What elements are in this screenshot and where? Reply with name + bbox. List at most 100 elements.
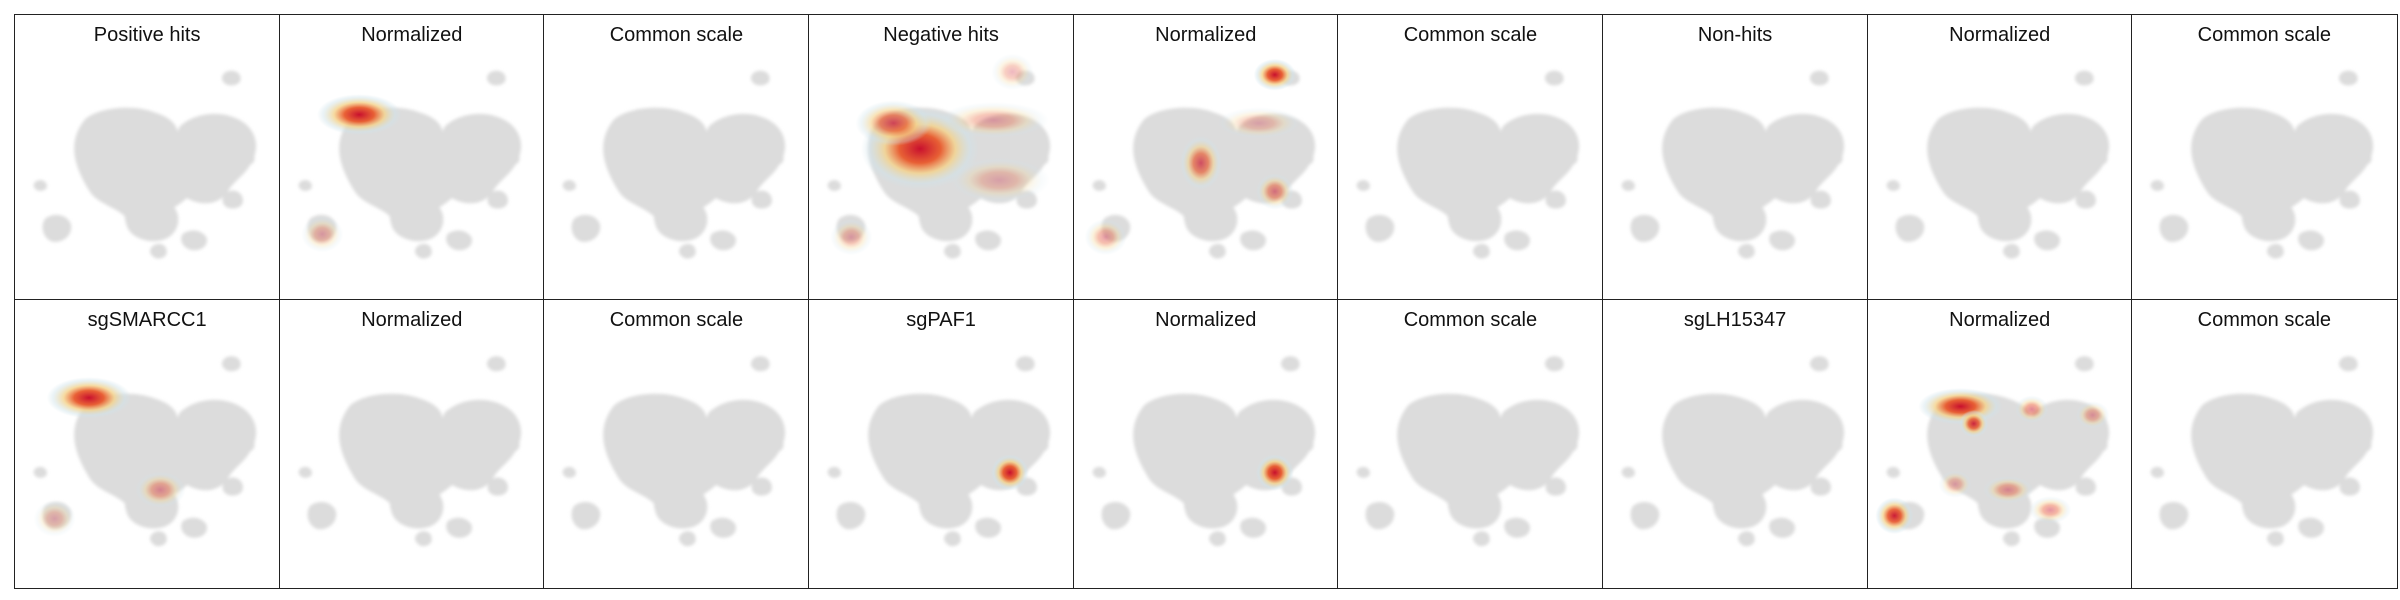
cell-cluster-shape (836, 501, 866, 530)
cell-cluster-shape (298, 466, 312, 478)
cell-cluster-shape (445, 517, 472, 538)
cell-cluster-shape (1886, 180, 1900, 191)
umap-plot (33, 356, 257, 547)
cell-cluster-shape (2339, 477, 2361, 496)
cell-cluster-shape (695, 399, 786, 491)
cell-cluster-shape (1397, 107, 1523, 225)
cell-cluster-shape (307, 501, 336, 530)
cell-cluster-shape (943, 531, 961, 547)
cell-cluster-shape (1183, 484, 1237, 529)
cell-cluster-shape (679, 531, 697, 547)
cell-cluster-shape (1829, 438, 1843, 452)
umap-plot (1621, 356, 1845, 547)
density-hotspot (1874, 497, 1914, 535)
cell-cluster-shape (1356, 180, 1371, 191)
density-hotspot (1084, 218, 1127, 256)
cell-cluster-shape (389, 197, 443, 242)
cell-cluster-shape (770, 152, 784, 166)
cell-cluster-shape (166, 399, 257, 491)
density-hotspot (1216, 107, 1301, 140)
umap-plot (1886, 70, 2109, 259)
cell-cluster-shape (2074, 70, 2094, 86)
cell-cluster-shape (654, 197, 708, 242)
density-panel: Negative hits (807, 14, 1075, 301)
density-hotspot (33, 500, 76, 537)
umap-plot (827, 356, 1051, 547)
cell-cluster-shape (1101, 501, 1130, 530)
cell-cluster-shape (2339, 356, 2358, 372)
cell-cluster-shape (2093, 438, 2108, 452)
cell-cluster-shape (770, 438, 784, 452)
cell-cluster-shape (1489, 399, 1580, 491)
cell-cluster-shape (181, 517, 208, 538)
density-panel: Normalized (278, 299, 545, 589)
cell-cluster-shape (2019, 113, 2109, 204)
density-panel: Normalized (1072, 14, 1339, 301)
cell-cluster-shape (221, 356, 241, 372)
cell-cluster-shape (975, 517, 1001, 538)
density-panel: Positive hits (14, 14, 281, 301)
umap-plot (298, 70, 521, 259)
cell-cluster-shape (562, 466, 577, 478)
cell-cluster-shape (149, 531, 167, 547)
cell-cluster-shape (2002, 531, 2020, 547)
cell-cluster-shape (1926, 107, 2052, 225)
cell-cluster-shape (1239, 517, 1266, 538)
cell-cluster-shape (124, 197, 179, 242)
cell-cluster-shape (1489, 113, 1580, 204)
cell-cluster-shape (1035, 152, 1049, 166)
cell-cluster-shape (1712, 484, 1767, 529)
density-hotspot (1958, 409, 1989, 438)
cell-cluster-shape (710, 517, 737, 538)
density-hotspot (2028, 496, 2072, 524)
cell-cluster-shape (1092, 466, 1106, 478)
cell-cluster-shape (1504, 517, 1531, 538)
cell-cluster-shape (1299, 438, 1314, 452)
cell-cluster-shape (1280, 356, 1300, 372)
cell-cluster-shape (1769, 230, 1795, 251)
cell-cluster-shape (2191, 107, 2317, 225)
density-panel: Normalized (1866, 299, 2133, 589)
cell-cluster-shape (918, 484, 973, 529)
cell-cluster-shape (2075, 190, 2096, 209)
density-panel: Common scale (543, 299, 810, 589)
panel-title: Common scale (609, 309, 744, 331)
cell-cluster-shape (943, 243, 961, 259)
cell-cluster-shape (1809, 356, 1829, 372)
cell-cluster-shape (222, 190, 243, 209)
cell-cluster-shape (1662, 393, 1787, 512)
umap-background (827, 356, 1051, 547)
density-panel: Common scale (1337, 14, 1604, 301)
cell-cluster-shape (487, 477, 508, 496)
cell-cluster-shape (603, 107, 729, 225)
cell-cluster-shape (603, 393, 729, 512)
panel-title: Negative hits (883, 24, 999, 46)
cell-cluster-shape (1545, 190, 1567, 209)
cell-cluster-shape (2002, 243, 2020, 259)
cell-cluster-shape (2150, 466, 2165, 478)
density-hotspot (1179, 135, 1222, 191)
cell-cluster-shape (1132, 393, 1258, 512)
cell-cluster-shape (1448, 197, 1502, 242)
density-hotspot (1255, 454, 1294, 491)
cell-cluster-shape (1810, 477, 1831, 496)
cell-cluster-shape (181, 230, 208, 251)
cell-cluster-shape (1809, 70, 1829, 86)
cell-cluster-shape (2150, 180, 2165, 191)
cell-cluster-shape (505, 438, 520, 452)
umap-plot (562, 70, 786, 259)
umap-plot (1084, 58, 1315, 259)
umap-plot (298, 356, 521, 547)
cell-cluster-shape (42, 214, 72, 242)
panel-title: Normalized (1949, 309, 2051, 331)
cell-cluster-shape (241, 152, 255, 166)
cell-cluster-shape (1239, 230, 1266, 251)
density-hotspot (855, 100, 932, 146)
cell-cluster-shape (751, 477, 773, 496)
cell-cluster-shape (827, 466, 841, 478)
umap-plot (33, 70, 257, 259)
umap-background (1621, 356, 1845, 547)
umap-plot (2150, 70, 2374, 259)
density-panel: Common scale (2131, 299, 2398, 589)
cell-cluster-shape (2242, 484, 2296, 529)
